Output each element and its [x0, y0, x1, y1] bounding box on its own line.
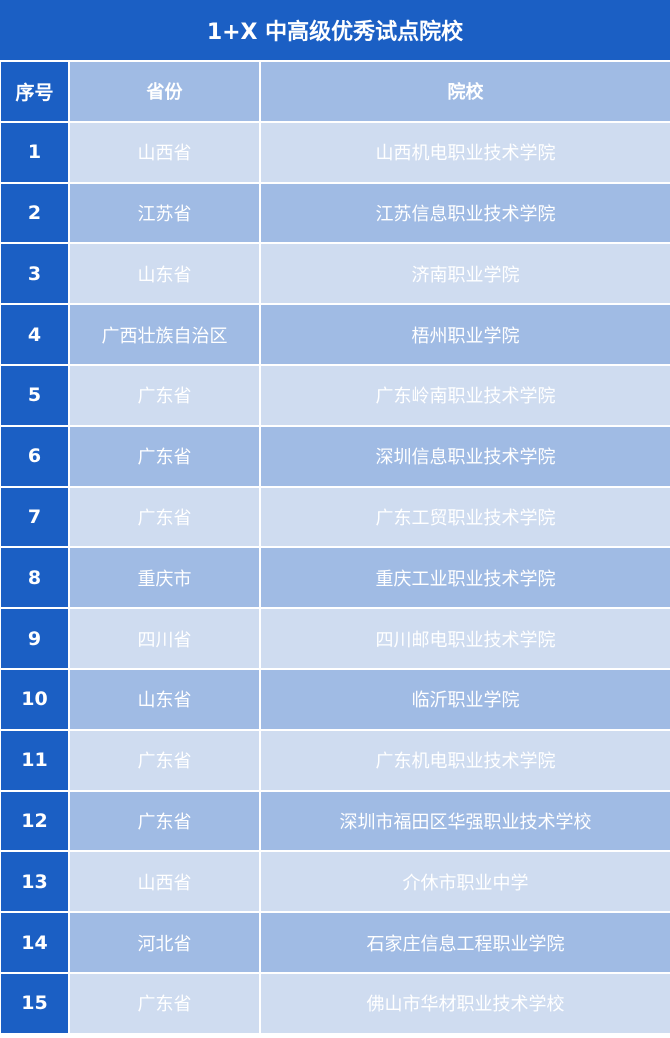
row-school: 深圳市福田区华强职业技术学校 — [261, 791, 670, 851]
row-province: 广东省 — [70, 973, 259, 1033]
row-province: 山西省 — [70, 852, 259, 912]
row-province: 广东省 — [70, 730, 259, 790]
row-school: 临沂职业学院 — [261, 669, 670, 729]
header-school: 院校 — [261, 62, 670, 121]
row-school: 重庆工业职业技术学院 — [261, 548, 670, 608]
row-province: 广东省 — [70, 791, 259, 851]
row-school: 石家庄信息工程职业学院 — [261, 913, 670, 972]
row-index: 3 — [1, 244, 68, 304]
row-school: 济南职业学院 — [261, 244, 670, 304]
row-school: 四川邮电职业技术学院 — [261, 609, 670, 668]
row-index: 14 — [1, 913, 68, 972]
row-province: 山东省 — [70, 244, 259, 304]
row-index: 7 — [1, 487, 68, 547]
row-index: 5 — [1, 365, 68, 425]
row-index: 6 — [1, 426, 68, 486]
row-province: 河北省 — [70, 913, 259, 972]
row-province: 广西壮族自治区 — [70, 305, 259, 364]
header-index: 序号 — [1, 62, 68, 121]
row-province: 山东省 — [70, 669, 259, 729]
row-school: 介休市职业中学 — [261, 852, 670, 912]
row-province: 重庆市 — [70, 548, 259, 608]
row-province: 广东省 — [70, 426, 259, 486]
row-school: 山西机电职业技术学院 — [261, 122, 670, 182]
row-school: 广东机电职业技术学院 — [261, 730, 670, 790]
row-province: 江苏省 — [70, 183, 259, 243]
header-province: 省份 — [70, 62, 259, 121]
row-province: 广东省 — [70, 487, 259, 547]
row-school: 佛山市华材职业技术学校 — [261, 973, 670, 1033]
row-school: 广东岭南职业技术学院 — [261, 365, 670, 425]
row-index: 8 — [1, 548, 68, 608]
row-index: 9 — [1, 609, 68, 668]
row-index: 11 — [1, 730, 68, 790]
row-school: 深圳信息职业技术学院 — [261, 426, 670, 486]
row-school: 江苏信息职业技术学院 — [261, 183, 670, 243]
row-index: 4 — [1, 305, 68, 364]
table-title: 1+X 中高级优秀试点院校 — [0, 0, 670, 60]
row-school: 广东工贸职业技术学院 — [261, 487, 670, 547]
row-index: 15 — [1, 973, 68, 1033]
row-index: 1 — [1, 122, 68, 182]
row-province: 四川省 — [70, 609, 259, 668]
row-index: 12 — [1, 791, 68, 851]
row-index: 13 — [1, 852, 68, 912]
row-school: 梧州职业学院 — [261, 305, 670, 364]
schools-table: 序号 省份 院校 1 山西省 山西机电职业技术学院 2 江苏省 江苏信息职业技术学院 3 山东… — [1, 62, 670, 1033]
row-index: 10 — [1, 669, 68, 729]
row-index: 2 — [1, 183, 68, 243]
row-province: 山西省 — [70, 122, 259, 182]
row-province: 广东省 — [70, 365, 259, 425]
